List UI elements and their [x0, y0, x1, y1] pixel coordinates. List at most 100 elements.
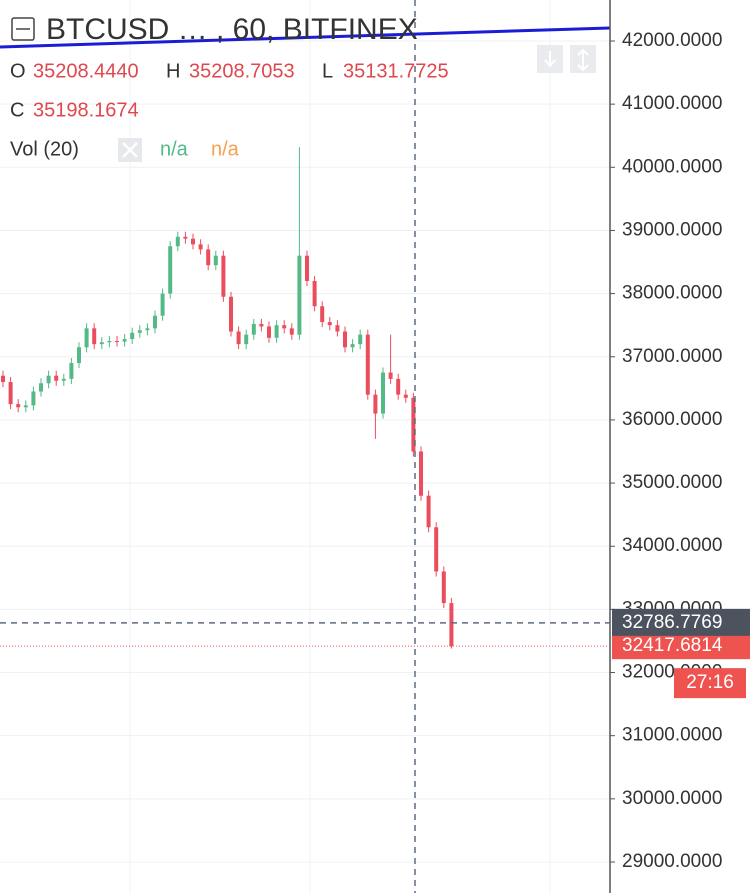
candle-body [191, 238, 195, 245]
candle-body [373, 394, 378, 414]
candle-body [160, 293, 165, 316]
candle-body [236, 331, 241, 345]
trend-line[interactable] [0, 26, 611, 49]
y-tick-label: 42000.0000 [622, 30, 722, 51]
volume-ma-value: n/a [211, 138, 240, 160]
crosshair-price-box [612, 608, 750, 636]
close-value: 35198.1674 [33, 99, 139, 121]
y-tick-label: 31000.0000 [622, 725, 722, 746]
candle-body [1, 375, 5, 383]
candle-body [274, 325, 279, 338]
candle-body [335, 325, 340, 332]
candle-body [267, 326, 271, 338]
candle-body [449, 603, 454, 647]
candle-body [426, 495, 431, 528]
candle-body [396, 378, 401, 395]
candle-body [221, 255, 226, 297]
y-tick-label: 41000.0000 [622, 93, 722, 114]
candle-body [84, 328, 89, 348]
open-label: O [10, 60, 26, 82]
candle-body [403, 394, 408, 398]
candle-body [213, 255, 218, 266]
crosshair-price-label: 32786.7769 [622, 612, 722, 633]
candle-body [206, 249, 211, 266]
candle-body [381, 372, 385, 414]
y-tick-label: 29000.0000 [622, 851, 722, 872]
y-tick-label: 30000.0000 [622, 788, 722, 809]
last-price-label: 32417.6814 [622, 635, 723, 656]
candle-body [343, 331, 347, 348]
y-tick-label: 40000.0000 [622, 156, 722, 177]
candle-body [198, 244, 203, 250]
candle-body [358, 334, 363, 345]
candle-body [175, 236, 180, 247]
y-tick-label: 39000.0000 [622, 219, 722, 240]
candle-body [297, 255, 302, 335]
candle-body [434, 527, 439, 572]
candle-body [229, 296, 233, 332]
low-value: 35131.7725 [343, 60, 449, 82]
candle-body [365, 334, 370, 395]
last-price-box [612, 633, 750, 660]
candle-body [168, 246, 173, 294]
candle-body [46, 375, 51, 384]
candle-body [305, 255, 309, 281]
candle-body [244, 334, 249, 345]
open-value: 35208.4440 [33, 60, 139, 82]
candle-body [61, 378, 66, 381]
candle-body [282, 325, 287, 329]
candle-body [411, 397, 416, 452]
candles [1, 147, 454, 649]
candle-body [122, 339, 127, 342]
high-value: 35208.7053 [189, 60, 295, 82]
candle-body [16, 404, 21, 408]
grid [0, 0, 610, 893]
close-icon [122, 142, 138, 158]
candle-body [8, 382, 13, 405]
candle-body [145, 328, 150, 331]
low-label: L [322, 60, 333, 82]
candle-body [77, 347, 81, 364]
candle-body [107, 340, 112, 343]
candle-body [289, 328, 294, 335]
candle-body [153, 315, 157, 329]
y-tick-label: 35000.0000 [622, 472, 722, 493]
y-tick-label: 34000.0000 [622, 535, 722, 556]
candle-body [69, 363, 74, 379]
candle-body [320, 306, 325, 323]
candle-body [419, 451, 423, 496]
candle-body [183, 236, 188, 239]
candle-body [31, 391, 36, 406]
candle-body [441, 571, 446, 604]
candle-body [327, 322, 332, 326]
price-axis: 29000.000030000.000031000.000032000.0000… [610, 30, 722, 872]
candle-body [23, 405, 28, 408]
candle-body [388, 372, 393, 379]
expand-icon [577, 48, 589, 72]
y-tick-label: 37000.0000 [622, 346, 722, 367]
candle-body [312, 280, 317, 307]
candle-body [115, 340, 119, 342]
y-tick-label: 36000.0000 [622, 409, 722, 430]
candle-body [137, 330, 142, 333]
close-label: C [10, 99, 24, 121]
candle-body [54, 375, 59, 381]
candle-body [92, 328, 97, 345]
volume-value: n/a [160, 138, 189, 160]
down-arrow-icon [544, 51, 556, 68]
y-tick-label: 38000.0000 [622, 283, 722, 304]
candle-body [251, 323, 256, 335]
volume-label: Vol (20) [10, 138, 79, 160]
candle-body [39, 383, 43, 392]
candle-body [350, 344, 355, 348]
countdown-box [674, 668, 746, 699]
high-label: H [166, 60, 180, 82]
candle-body [99, 342, 104, 345]
candle-body [130, 332, 135, 340]
countdown-label: 27:16 [686, 672, 734, 693]
chart-title: BTCUSD … , 60, BITFINEX [46, 13, 418, 46]
